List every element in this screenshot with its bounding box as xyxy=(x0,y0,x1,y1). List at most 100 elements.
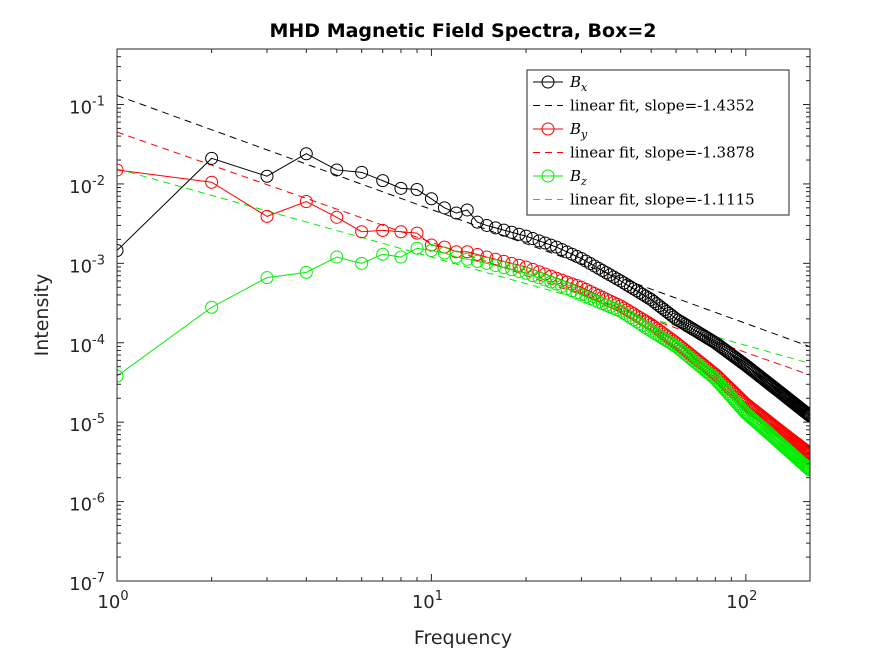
legend-marker-z xyxy=(541,169,555,183)
data-point-x xyxy=(470,215,484,229)
data-point-x xyxy=(802,408,810,422)
legend-label-y: By xyxy=(569,120,588,141)
data-series xyxy=(117,147,810,477)
data-point-z xyxy=(798,458,810,472)
data-point-z xyxy=(394,250,408,264)
data-point-x xyxy=(512,227,526,241)
chart-title: MHD Magnetic Field Spectra, Box=2 xyxy=(270,20,657,42)
data-point-z xyxy=(437,246,451,260)
data-point-x xyxy=(330,163,344,177)
data-point-y xyxy=(800,444,810,458)
data-point-y xyxy=(376,223,390,237)
data-point-z xyxy=(667,338,681,352)
y-tick-label: 10-1 xyxy=(69,95,105,119)
data-point-x xyxy=(437,201,451,215)
data-point-z xyxy=(424,244,438,258)
data-point-x xyxy=(620,278,634,292)
data-point-z xyxy=(505,263,519,277)
data-point-z xyxy=(260,271,274,285)
data-point-z xyxy=(801,461,810,475)
data-point-z xyxy=(526,269,540,283)
data-point-x xyxy=(664,308,678,322)
data-point-y xyxy=(660,329,674,343)
data-point-z xyxy=(538,273,552,287)
data-point-z xyxy=(330,250,344,264)
data-point-x xyxy=(205,151,219,165)
data-point-z xyxy=(617,306,631,320)
data-point-z xyxy=(707,371,721,385)
data-point-x xyxy=(544,238,558,252)
data-point-z xyxy=(480,256,494,270)
fit-lines xyxy=(117,94,810,376)
data-point-x xyxy=(376,174,390,188)
data-point-x xyxy=(460,203,474,217)
data-point-x xyxy=(519,229,533,243)
data-point-x xyxy=(800,406,810,420)
data-point-z xyxy=(803,463,810,477)
data-point-z xyxy=(519,266,533,280)
data-point-x xyxy=(497,223,511,237)
y-tick-label: 10-2 xyxy=(69,174,105,198)
legend-label-x: Bx xyxy=(569,73,588,94)
data-point-x xyxy=(424,192,438,206)
data-point-x xyxy=(667,310,681,324)
y-tick-label: 10-7 xyxy=(69,571,105,595)
data-point-z xyxy=(800,461,810,475)
data-point-x xyxy=(595,264,609,278)
data-point-x xyxy=(587,259,601,273)
data-point-z xyxy=(205,300,219,314)
fit-line-1 xyxy=(117,94,810,348)
plot-frame xyxy=(116,48,811,582)
data-point-x xyxy=(610,272,624,286)
y-tick-label: 10-6 xyxy=(69,492,105,516)
data-point-z xyxy=(460,252,474,266)
y-axis-label: Intensity xyxy=(31,274,53,357)
series-z xyxy=(117,241,810,477)
x-tick-label: 100 xyxy=(97,589,128,613)
data-point-z xyxy=(299,265,313,279)
data-point-z xyxy=(671,341,685,355)
data-point-y xyxy=(299,195,313,209)
data-point-x xyxy=(526,232,540,246)
x-tick-label: 102 xyxy=(726,589,757,613)
data-point-x xyxy=(260,169,274,183)
data-point-z xyxy=(410,241,424,255)
axis-ticks: 100 101 102 10-7 10-6 10-5 10-4 10-3 10-2 10-1 xyxy=(69,48,810,613)
data-point-x xyxy=(410,183,424,197)
data-point-z xyxy=(620,309,634,323)
data-point-y xyxy=(117,163,124,177)
data-point-z xyxy=(376,247,390,261)
data-point-x xyxy=(394,181,408,195)
data-point-z xyxy=(497,261,511,275)
data-point-y xyxy=(424,238,438,252)
data-point-y xyxy=(460,245,474,259)
data-point-y xyxy=(802,446,810,460)
legend-label-z: Bz xyxy=(569,167,587,188)
data-point-x xyxy=(489,221,503,235)
data-point-x xyxy=(801,408,810,422)
legend-marker-x xyxy=(541,75,555,89)
data-point-x xyxy=(599,266,613,280)
data-point-y xyxy=(803,447,810,461)
y-tick-label: 10-5 xyxy=(69,412,105,436)
data-point-z xyxy=(117,369,124,383)
data-point-y xyxy=(260,209,274,223)
data-point-z xyxy=(800,460,810,474)
data-point-x xyxy=(800,407,810,421)
data-point-z xyxy=(470,254,484,268)
data-point-y xyxy=(617,301,631,315)
data-point-z xyxy=(489,259,503,273)
data-point-x xyxy=(538,236,552,250)
data-point-x xyxy=(607,270,621,284)
data-point-y xyxy=(330,210,344,224)
y-tick-label: 10-4 xyxy=(69,333,105,357)
data-point-x xyxy=(117,244,124,258)
data-point-y xyxy=(394,225,408,239)
data-point-x xyxy=(799,405,810,419)
data-point-x xyxy=(480,218,494,232)
data-point-x xyxy=(299,147,313,161)
legend-fit-label: linear fit, slope=-1.1115 xyxy=(570,191,755,209)
data-point-y xyxy=(674,339,688,353)
data-point-z xyxy=(544,275,558,289)
